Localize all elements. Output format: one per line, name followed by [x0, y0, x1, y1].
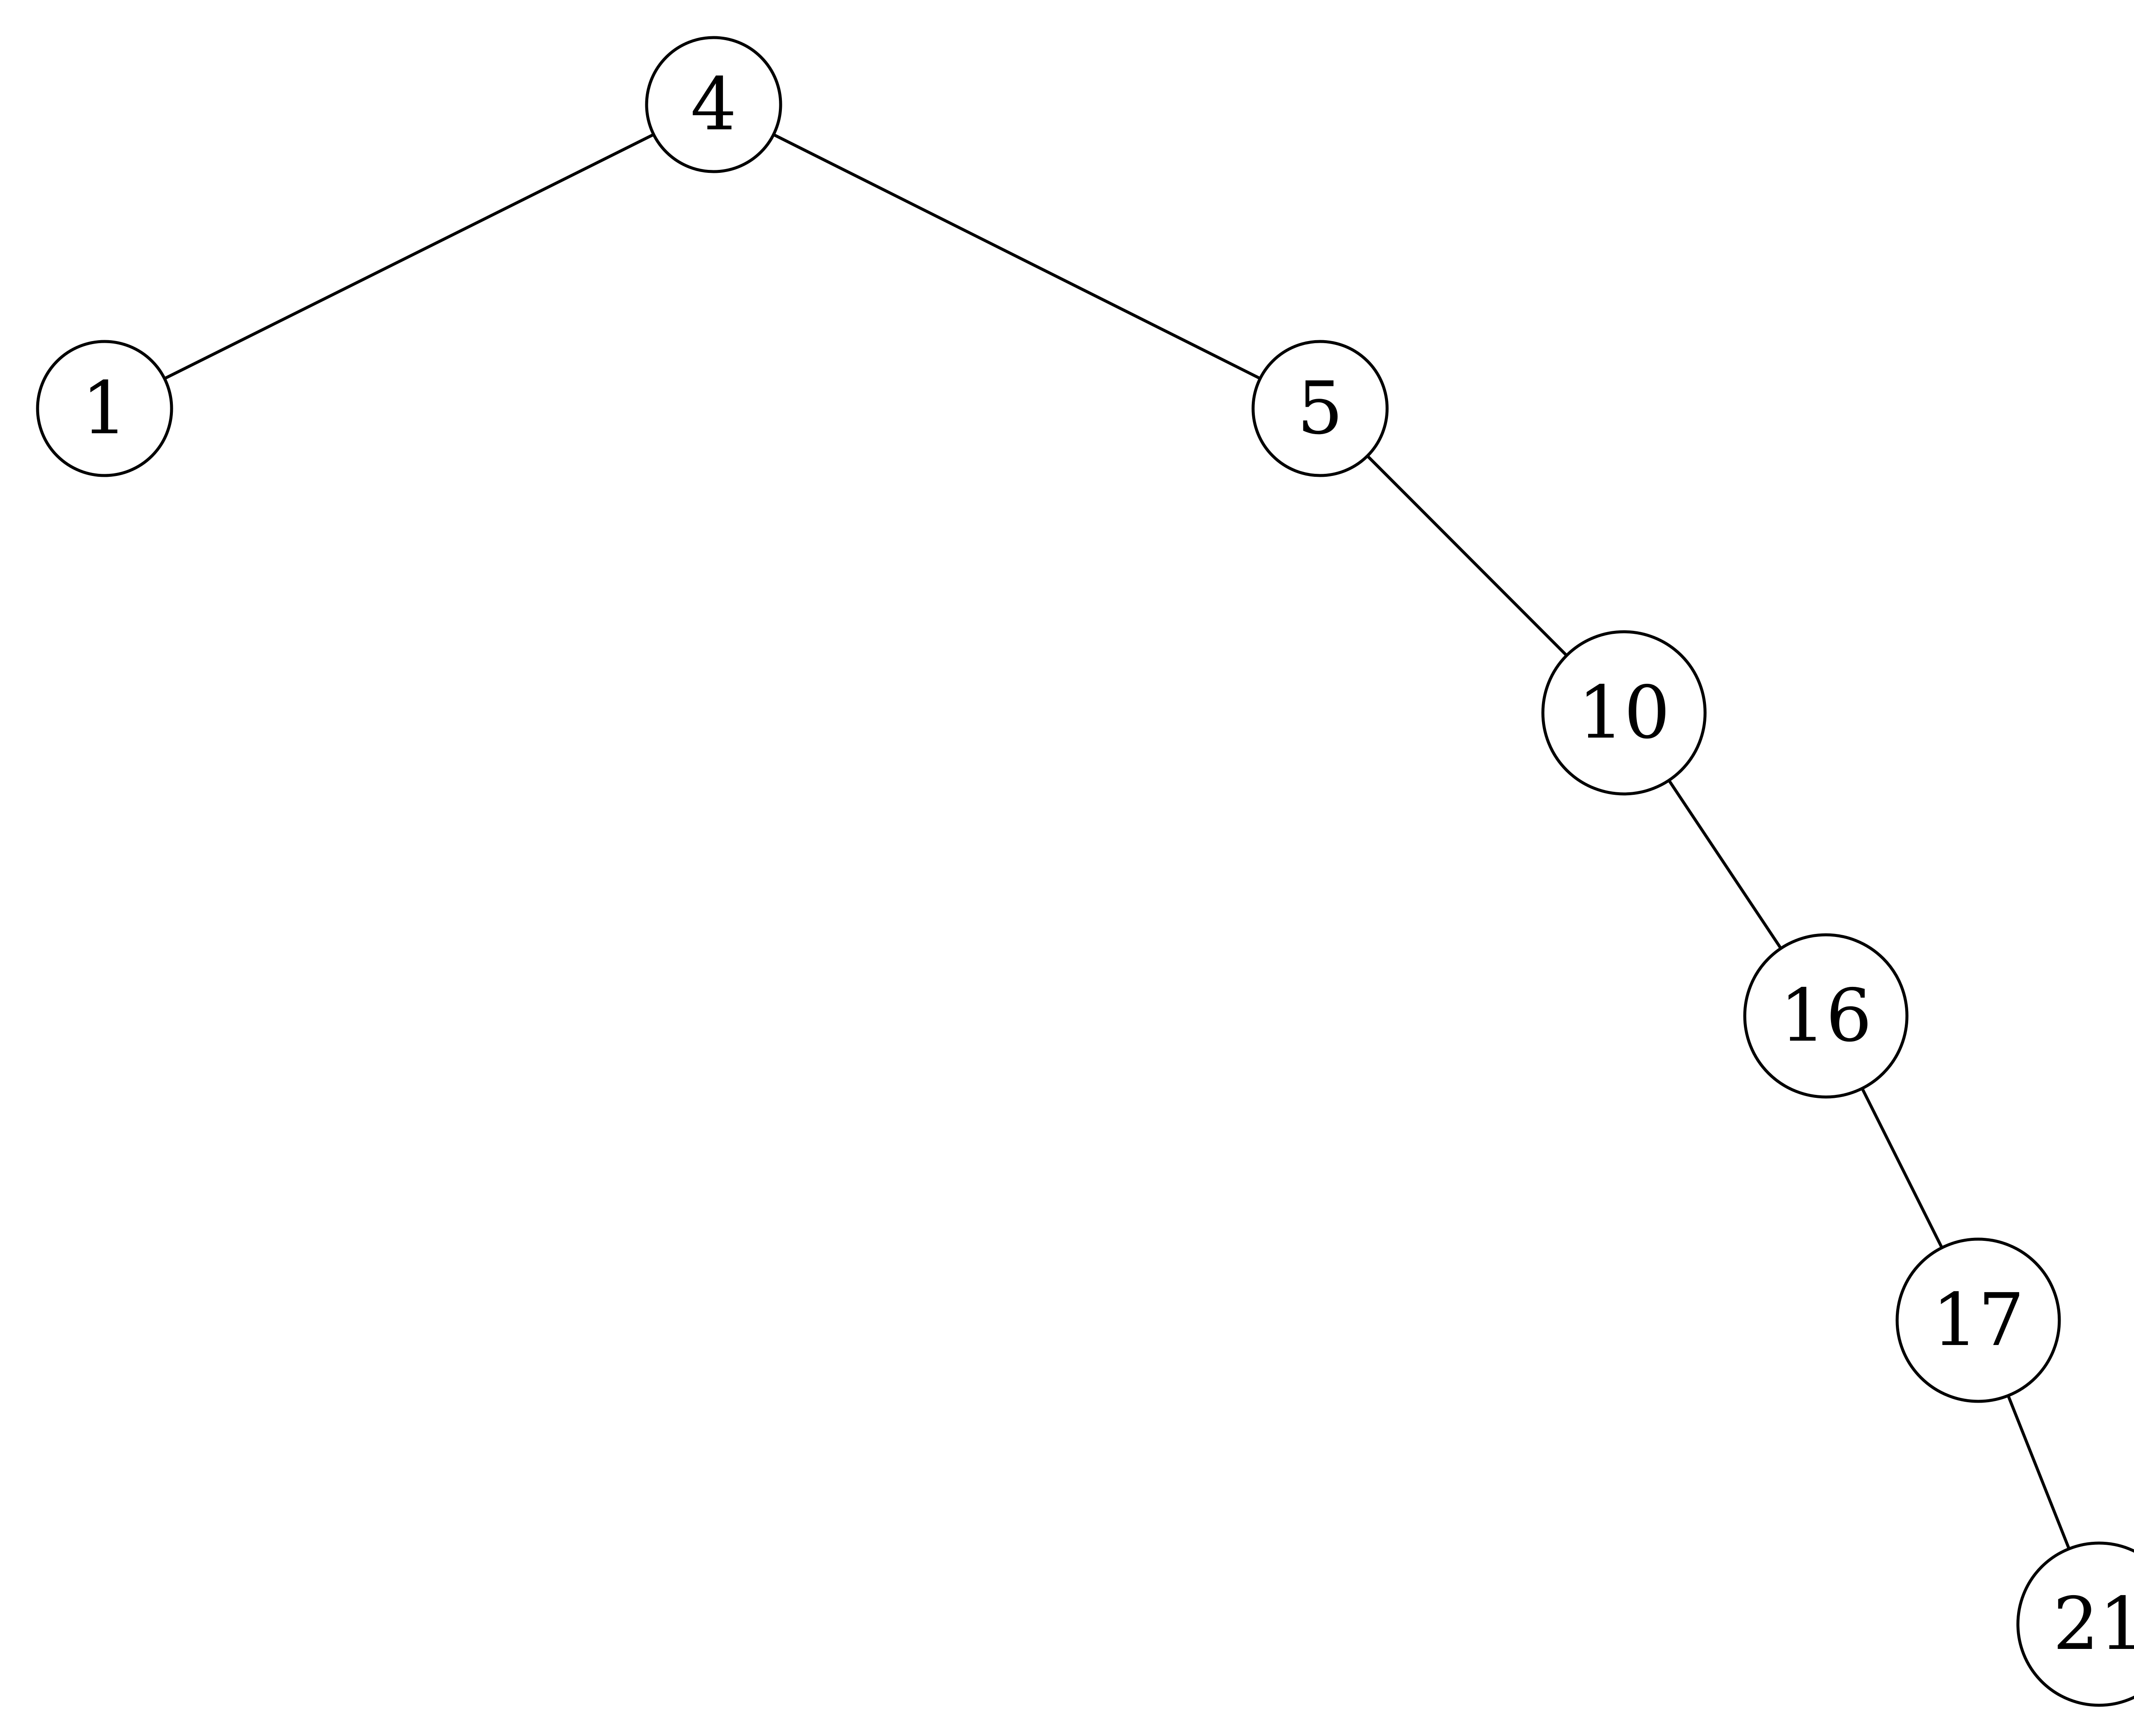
- tree-node-1: 1: [36, 340, 173, 477]
- tree-node-16: 16: [1743, 933, 1909, 1099]
- node-circle: [1895, 1237, 2061, 1403]
- tree-nodes: 4 1 5 10 16 17 21: [36, 36, 2134, 1707]
- edge-16-17: [1860, 1088, 1944, 1249]
- node-label: 1: [82, 366, 128, 451]
- tree-node-17: 17: [1895, 1237, 2061, 1403]
- node-circle: [645, 36, 782, 173]
- tree-edges: [163, 133, 2071, 1549]
- node-label: 5: [1297, 366, 1343, 451]
- node-label: 21: [2053, 1582, 2134, 1666]
- node-label: 17: [1932, 1278, 2024, 1363]
- edge-10-16: [1668, 779, 1782, 949]
- node-circle: [1541, 630, 1707, 796]
- node-label: 10: [1578, 671, 1670, 755]
- edge-4-1: [163, 133, 655, 380]
- node-circle: [36, 340, 173, 477]
- tree-node-21: 21: [2016, 1541, 2134, 1707]
- node-circle: [1743, 933, 1909, 1099]
- tree-node-5: 5: [1251, 340, 1389, 477]
- tree-node-4: 4: [645, 36, 782, 173]
- tree-node-10: 10: [1541, 630, 1707, 796]
- node-label: 16: [1780, 974, 1872, 1058]
- node-circle: [1251, 340, 1389, 477]
- node-label: 4: [691, 62, 737, 147]
- edge-17-21: [2006, 1395, 2071, 1549]
- edge-4-5: [773, 133, 1261, 380]
- node-circle: [2016, 1541, 2134, 1707]
- edge-5-10: [1366, 455, 1568, 657]
